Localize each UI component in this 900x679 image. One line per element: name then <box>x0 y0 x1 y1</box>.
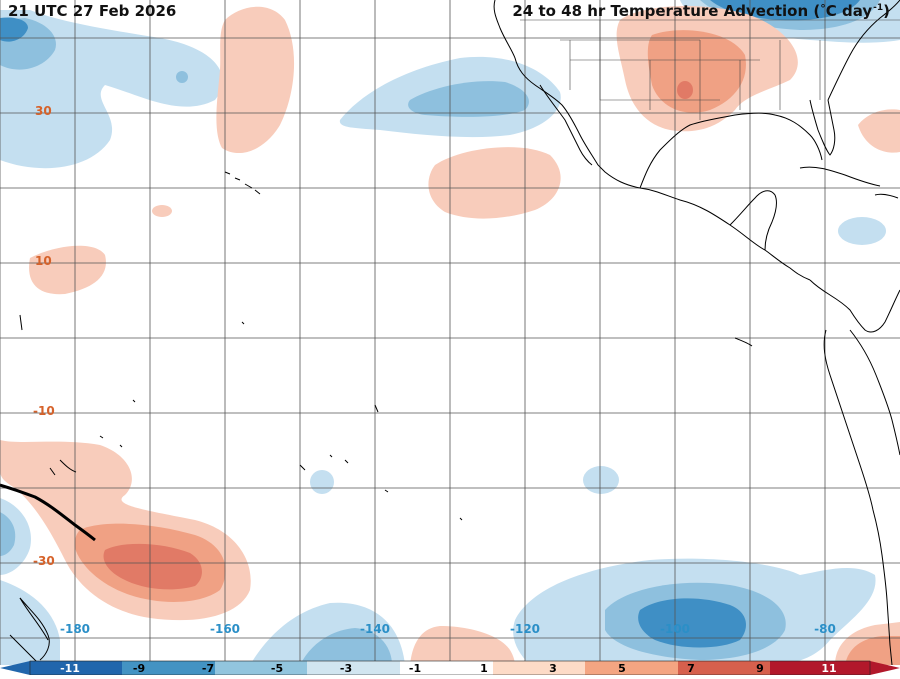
lon-label-80: -80 <box>814 622 836 636</box>
warm-area-south-america-core <box>845 636 900 665</box>
valid-time-label: 21 UTC 27 Feb 2026 <box>8 2 177 20</box>
cold-area-central-pacific-spot <box>310 470 334 494</box>
warm-area-south-pacific-deep <box>103 543 202 590</box>
colorbar-label: -9 <box>132 662 146 675</box>
colorbar-label: -1 <box>408 662 422 675</box>
us-borders <box>520 19 900 120</box>
cold-area-south-pacific-spot <box>583 466 619 494</box>
new-zealand-north <box>19 597 50 661</box>
colorbar-arrow-right <box>870 661 900 675</box>
lon-label-120: -120 <box>509 622 541 636</box>
coast-gulf-mexico <box>639 112 823 189</box>
hawaii-islands <box>224 171 261 195</box>
colorbar-segment-1 <box>30 661 122 675</box>
coast-south-america-west-inner <box>849 329 900 456</box>
warm-area-south-pacific-east <box>410 626 515 665</box>
coast-atlantic <box>827 0 900 101</box>
pacific-islands <box>9 314 753 666</box>
cold-area-caribbean <box>838 217 886 245</box>
lat-label-10n: 10 <box>35 254 52 268</box>
coast-central-america <box>809 279 900 333</box>
coastlines <box>9 0 900 666</box>
lat-label-10s: -10 <box>33 404 55 418</box>
lon-label-160: -160 <box>209 622 241 636</box>
cold-area-north-pacific-west <box>0 10 223 169</box>
warm-area-atlantic <box>858 109 900 153</box>
cold-advection-areas <box>0 0 900 665</box>
title-main: 24 to 48 hr Temperature Advection ( <box>512 2 821 20</box>
warm-area-tropical-west <box>29 245 106 295</box>
colorbar-label: -11 <box>60 662 80 675</box>
title-superscript: -1 <box>873 3 884 13</box>
cold-area-south-pacific-east-deep <box>638 598 746 648</box>
coast-florida <box>809 99 836 156</box>
coast-baja <box>539 84 593 166</box>
lat-label-30n: 30 <box>35 104 52 118</box>
coast-south-america-west <box>823 329 893 666</box>
warm-area-us-plains-core <box>647 30 746 113</box>
colorbar-segment-6 <box>493 661 585 675</box>
coast-cuba <box>799 166 881 187</box>
colorbar-segment-5 <box>400 661 493 675</box>
cold-area-eastern-pacific-core <box>408 81 529 117</box>
lon-label-180: -180 <box>59 622 91 636</box>
warm-area-us-plains-deep <box>677 81 693 99</box>
colorbar-segment-3 <box>215 661 307 675</box>
colorbar-arrow-left <box>0 661 30 675</box>
colorbar-label: -3 <box>339 662 353 675</box>
colorbar-segment-8 <box>678 661 770 675</box>
cold-area-west-edge-core <box>0 512 16 556</box>
colorbar-label: 5 <box>618 662 626 675</box>
frontal-line <box>0 483 96 542</box>
colorbar <box>0 660 900 676</box>
lon-label-140: -140 <box>359 622 391 636</box>
title-close: ) <box>883 2 890 20</box>
title-unit: C day <box>825 2 873 20</box>
colorbar-label: 9 <box>756 662 764 675</box>
colorbar-segment-4 <box>307 661 400 675</box>
colorbar-label: 11 <box>821 662 837 675</box>
cold-area-west-edge <box>0 498 31 575</box>
lat-label-30s: -30 <box>33 554 55 568</box>
title-degree: ° <box>820 2 826 15</box>
warm-spot-small <box>152 205 172 217</box>
colorbar-label: 1 <box>480 662 488 675</box>
warm-area-north-pacific <box>216 6 295 154</box>
graticule <box>0 0 900 665</box>
colorbar-label: -7 <box>201 662 215 675</box>
cold-area-north-pacific-west-deep <box>0 17 28 42</box>
colorbar-segment-7 <box>585 661 678 675</box>
warm-area-subtropical-pacific <box>428 147 561 219</box>
map-title: 24 to 48 hr Temperature Advection (°C da… <box>512 2 890 20</box>
coast-hispaniola <box>874 193 899 199</box>
colorbar-label: -5 <box>270 662 284 675</box>
colorbar-segment-9 <box>770 661 870 675</box>
cold-area-south-pacific-central-core <box>300 628 392 665</box>
colorbar-label: 3 <box>549 662 557 675</box>
colorbar-segment-2 <box>122 661 215 675</box>
coast-yucatan <box>729 190 777 251</box>
cold-spot-small <box>176 71 188 83</box>
lon-label-100: -100 <box>659 622 691 636</box>
colorbar-label: 7 <box>687 662 695 675</box>
cold-area-south-pacific-west <box>0 580 60 665</box>
